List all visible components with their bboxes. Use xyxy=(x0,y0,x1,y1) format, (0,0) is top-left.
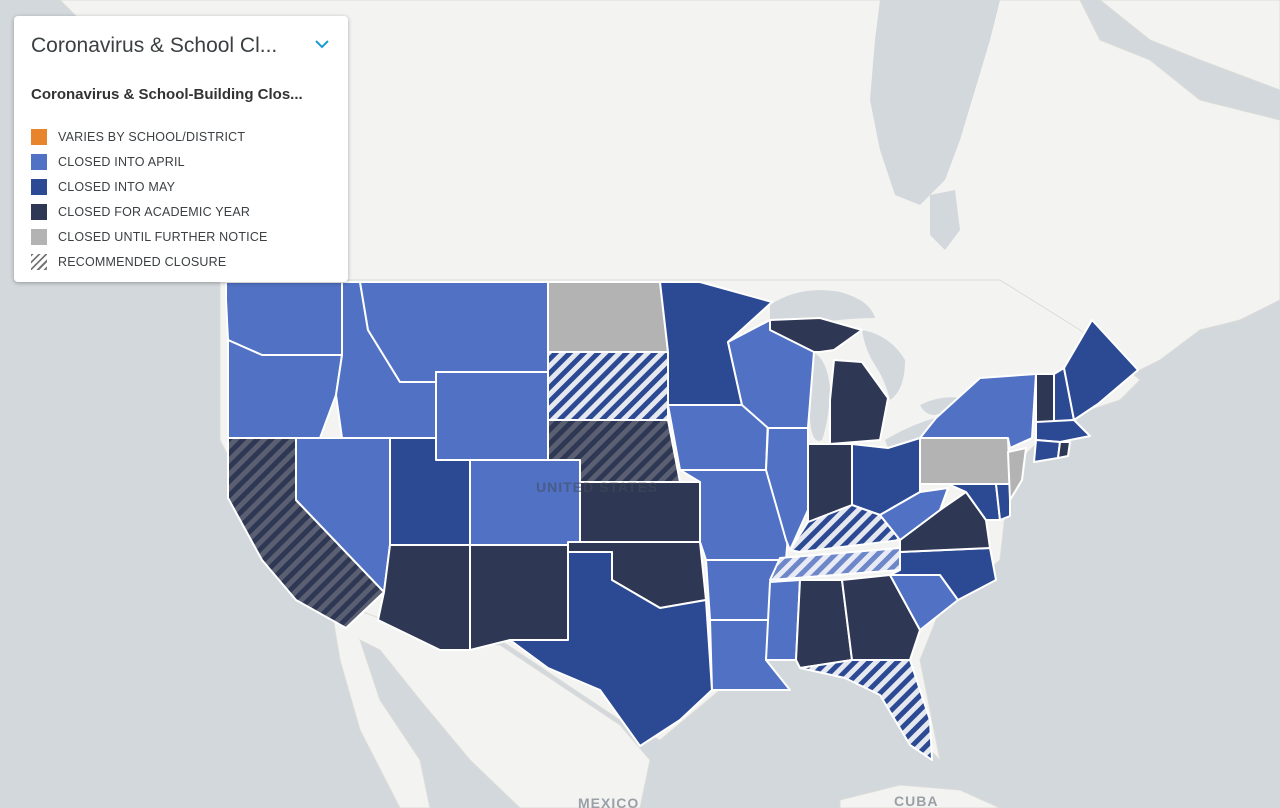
legend-swatch xyxy=(31,228,47,245)
lake-michigan xyxy=(809,352,830,441)
label-cuba: CUBA xyxy=(894,793,938,808)
james-bay xyxy=(930,190,960,250)
legend-header[interactable]: Coronavirus & School Cl... xyxy=(14,16,348,76)
lake-erie xyxy=(885,418,937,448)
state-west-virginia[interactable] xyxy=(879,487,949,541)
mexico-land xyxy=(329,599,651,808)
state-maryland[interactable] xyxy=(947,483,1001,521)
chevron-down-icon[interactable] xyxy=(312,36,332,52)
legend-panel: Coronavirus & School Cl... Coronavirus &… xyxy=(14,16,348,282)
state-connecticut[interactable] xyxy=(1033,439,1061,463)
lake-huron xyxy=(862,330,905,400)
state-maine[interactable] xyxy=(1063,319,1139,421)
state-texas[interactable] xyxy=(509,551,713,747)
state-washington[interactable] xyxy=(225,281,343,356)
state-delaware[interactable] xyxy=(995,483,1011,521)
states-layer xyxy=(225,281,1139,761)
legend-subtitle: Coronavirus & School-Building Clos... xyxy=(31,86,303,103)
label-mexico: MEXICO xyxy=(578,795,639,808)
state-massachusetts[interactable] xyxy=(1035,419,1091,443)
legend-item: CLOSED INTO APRIL xyxy=(31,149,268,174)
state-north-carolina[interactable] xyxy=(889,547,997,601)
legend-item: CLOSED UNTIL FURTHER NOTICE xyxy=(31,224,268,249)
state-colorado[interactable] xyxy=(469,459,581,546)
state-south-dakota[interactable] xyxy=(547,351,669,421)
greenland-land xyxy=(1099,0,1280,91)
legend-swatch xyxy=(31,128,47,145)
state-oregon[interactable] xyxy=(227,339,343,439)
legend-swatch xyxy=(31,203,47,220)
state-new-mexico[interactable] xyxy=(469,544,569,651)
lake-superior xyxy=(770,290,875,327)
lake-ontario xyxy=(920,397,960,415)
state-michigan-lower[interactable] xyxy=(829,359,889,445)
legend-item-label: CLOSED FOR ACADEMIC YEAR xyxy=(58,204,251,219)
state-north-dakota[interactable] xyxy=(547,281,669,353)
state-wyoming[interactable] xyxy=(435,371,549,461)
legend-item-label: CLOSED UNTIL FURTHER NOTICE xyxy=(58,229,268,244)
legend-item-label: CLOSED INTO MAY xyxy=(58,179,176,194)
legend-title[interactable]: Coronavirus & School Cl... xyxy=(31,34,278,57)
state-rhode-island[interactable] xyxy=(1057,441,1071,459)
legend-item-label: CLOSED INTO APRIL xyxy=(58,154,185,169)
legend-item: CLOSED INTO MAY xyxy=(31,174,268,199)
label-united-states: UNITED STATES xyxy=(536,479,658,495)
state-florida[interactable] xyxy=(799,659,933,761)
legend-swatch xyxy=(31,253,47,270)
state-mississippi[interactable] xyxy=(765,579,801,661)
state-new-jersey[interactable] xyxy=(1007,447,1027,501)
state-vermont[interactable] xyxy=(1035,373,1055,423)
state-michigan[interactable] xyxy=(769,317,863,353)
state-pennsylvania[interactable] xyxy=(919,437,1011,485)
hudson-bay xyxy=(870,0,1000,205)
legend-list: VARIES BY SCHOOL/DISTRICT CLOSED INTO AP… xyxy=(31,124,268,274)
legend-item-label: VARIES BY SCHOOL/DISTRICT xyxy=(58,129,246,144)
cuba-land xyxy=(839,784,1001,808)
legend-item: CLOSED FOR ACADEMIC YEAR xyxy=(31,199,268,224)
state-new-york[interactable] xyxy=(919,373,1037,449)
legend-item: RECOMMENDED CLOSURE xyxy=(31,249,268,274)
legend-swatch xyxy=(31,153,47,170)
legend-item: VARIES BY SCHOOL/DISTRICT xyxy=(31,124,268,149)
legend-swatch xyxy=(31,178,47,195)
legend-item-label: RECOMMENDED CLOSURE xyxy=(58,254,227,269)
